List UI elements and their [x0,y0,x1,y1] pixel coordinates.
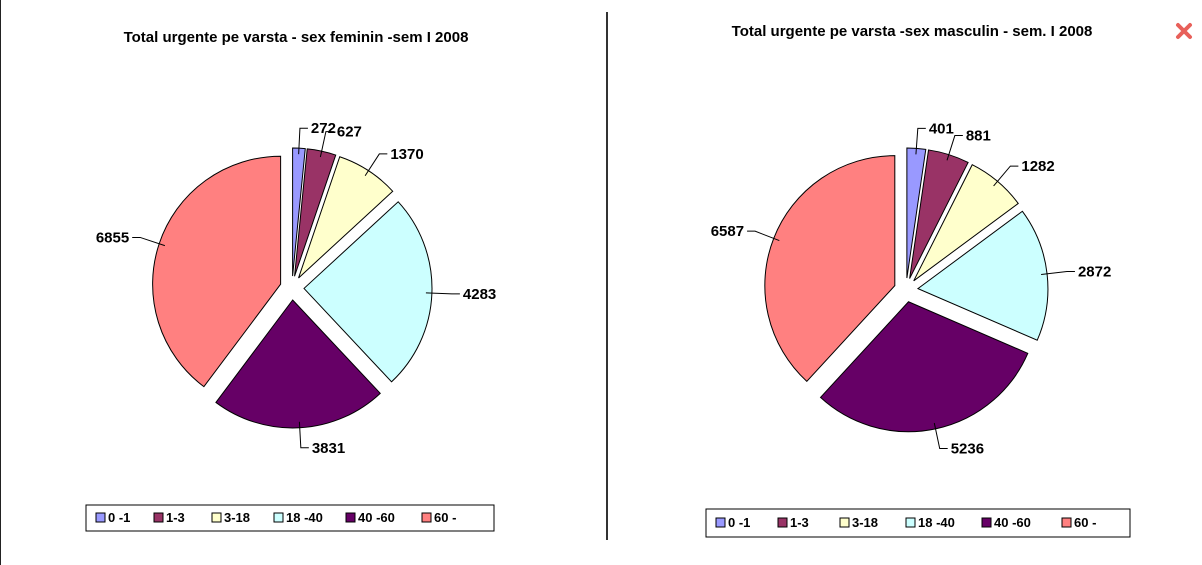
legend-label: 0 -1 [108,510,130,525]
leader-line [298,421,309,449]
leader-line [298,127,308,155]
legend-swatch [421,512,432,523]
legend-label: 60 - [1074,515,1096,530]
legend-swatch [345,512,356,523]
pie-slices [764,147,1049,433]
legend-label: 60 - [434,510,456,525]
legend-label: 40 -60 [358,510,395,525]
leader-line [132,236,166,247]
legend-swatch [905,517,916,528]
legend-label: 0 -1 [728,515,750,530]
legend-swatch [95,512,106,523]
chart-title: Total urgente pe varsta - sex feminin -s… [124,29,469,46]
data-label: 272 [311,120,336,137]
legend-swatch [273,512,284,523]
data-label: 1370 [390,146,423,163]
legend-swatch [839,517,850,528]
data-labels: 272 627 1370 4283 3831 6855 [96,120,496,457]
leader-line [933,422,948,449]
legend-swatch [211,512,222,523]
leader-line [993,165,1019,187]
leader-line [364,153,388,176]
data-label: 4283 [463,286,496,303]
legend-label: 1-3 [790,515,809,530]
data-label: 881 [966,128,991,145]
leader-line [915,127,926,155]
legend-swatch [777,517,788,528]
legend: 0 -1 1-3 3-18 18 -40 40 -60 60 - [85,504,495,532]
legend-label: 3-18 [224,510,250,525]
legend-swatch [715,517,726,528]
legend-box [705,508,1131,538]
leader-line [747,230,780,242]
leader-line [319,131,334,158]
legend-swatch [153,512,164,523]
legend-label: 1-3 [166,510,185,525]
leader-line [425,292,460,295]
data-label: 6587 [711,223,744,240]
data-labels: 401 881 1282 2872 5236 6587 [711,120,1112,457]
legend-label: 18 -40 [286,510,323,525]
leader-line [946,135,963,161]
chart-title: Total urgente pe varsta -sex masculin - … [732,23,1093,40]
legend-swatch [981,517,992,528]
data-label: 2872 [1078,263,1111,280]
legend-swatch [1061,517,1072,528]
data-label: 627 [337,124,362,141]
close-icon[interactable] [1175,22,1193,40]
data-label: 6855 [96,229,129,246]
data-label: 5236 [951,440,984,457]
pie-chart-female: Total urgente pe varsta - sex feminin -s… [85,29,496,532]
data-label: 1282 [1021,158,1054,175]
data-label: 3831 [312,440,345,457]
legend-label: 40 -60 [994,515,1031,530]
legend-label: 3-18 [852,515,878,530]
legend-label: 18 -40 [918,515,955,530]
data-label: 401 [929,120,954,137]
chart-divider [606,12,608,540]
leader-line [1041,270,1075,275]
legend: 0 -1 1-3 3-18 18 -40 40 -60 60 - [705,508,1131,538]
page-left-border [0,0,1,565]
